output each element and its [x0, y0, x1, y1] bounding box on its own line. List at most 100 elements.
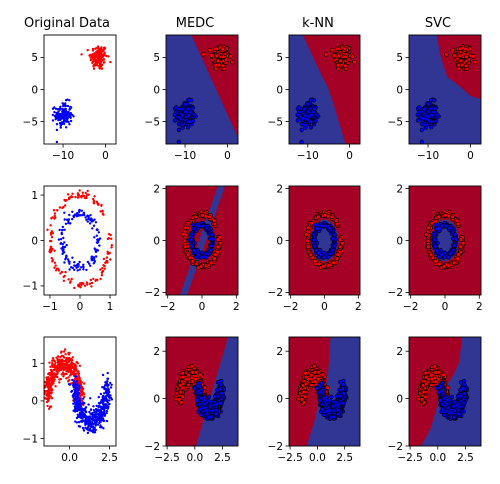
- blue-point: [419, 139, 425, 144]
- red-point: [50, 372, 53, 376]
- blue-point: [295, 112, 300, 118]
- y-tick-label: 0: [31, 396, 38, 408]
- red-point: [183, 225, 188, 231]
- red-point: [77, 372, 80, 375]
- red-point: [215, 244, 221, 250]
- blue-point: [428, 106, 433, 112]
- blue-point: [78, 401, 82, 404]
- blue-point: [90, 220, 94, 223]
- red-point: [44, 380, 46, 384]
- blue-point: [99, 392, 103, 396]
- blue-point: [89, 408, 93, 411]
- blue-point: [92, 428, 95, 432]
- blue-point: [76, 403, 79, 407]
- blue-point: [76, 395, 79, 398]
- blue-point: [55, 123, 59, 126]
- blue-point: [204, 408, 210, 413]
- blue-point: [63, 112, 67, 115]
- blue-point: [82, 397, 85, 400]
- red-point: [50, 257, 53, 260]
- red-point: [220, 63, 226, 69]
- blue-point: [59, 114, 62, 117]
- red-point: [105, 256, 109, 259]
- red-point: [428, 252, 434, 258]
- blue-point: [86, 431, 90, 435]
- blue-point: [428, 119, 434, 125]
- red-point: [69, 364, 73, 367]
- blue-point: [447, 225, 452, 231]
- blue-point: [178, 116, 183, 121]
- panels: −10 0−505−10 0−505−10 0−505−10 0−505−1 0 1−101…: [23, 34, 483, 464]
- blue-point: [67, 260, 70, 263]
- blue-point: [58, 228, 61, 232]
- red-point: [183, 244, 188, 249]
- blue-point: [105, 380, 108, 383]
- blue-point: [435, 226, 440, 231]
- red-point: [69, 368, 72, 372]
- blue-point: [76, 212, 79, 215]
- y-tick-label: 0: [153, 84, 160, 96]
- red-point: [62, 360, 65, 363]
- blue-point: [327, 251, 332, 257]
- axes-frame: [165, 336, 239, 447]
- red-point: [463, 63, 469, 69]
- y-tick-label: 5: [153, 52, 160, 64]
- red-point: [92, 277, 95, 281]
- blue-point: [313, 222, 318, 227]
- y-tick-label: −1: [23, 433, 38, 445]
- red-point: [49, 387, 52, 390]
- red-point: [53, 266, 56, 269]
- red-point: [62, 279, 66, 282]
- blue-point: [58, 107, 61, 111]
- blue-point: [99, 401, 102, 405]
- red-point: [299, 397, 305, 402]
- blue-point: [172, 112, 178, 118]
- blue-point: [84, 216, 87, 219]
- blue-point: [83, 213, 86, 217]
- blue-point: [201, 401, 207, 407]
- blue-point: [96, 228, 99, 232]
- red-point: [458, 58, 464, 64]
- y-tick-label: 0: [396, 235, 403, 247]
- red-point: [51, 357, 55, 360]
- blue-point: [99, 413, 102, 417]
- red-point: [107, 252, 110, 255]
- blue-point: [88, 420, 92, 423]
- red-point: [83, 382, 86, 385]
- blue-point: [75, 409, 78, 412]
- x-tick-label: −10: [297, 150, 319, 162]
- red-point: [101, 209, 104, 212]
- red-point: [186, 221, 192, 226]
- blue-point: [331, 243, 337, 249]
- blue-point: [95, 404, 98, 408]
- blue-point: [197, 223, 202, 229]
- red-point: [177, 397, 182, 402]
- red-point: [53, 212, 57, 215]
- blue-point: [92, 262, 96, 265]
- panel-blobs-medc: −10 0−505: [145, 34, 239, 162]
- blue-point: [450, 247, 456, 253]
- blue-point: [76, 269, 79, 272]
- blue-point: [103, 392, 106, 395]
- blue-point: [88, 262, 91, 265]
- blue-point: [417, 105, 422, 110]
- blue-point: [319, 252, 324, 258]
- blue-point: [79, 404, 82, 407]
- red-point: [215, 58, 221, 64]
- x-tick-label: 0: [224, 150, 231, 162]
- blue-point: [55, 140, 59, 144]
- blue-point: [96, 423, 100, 426]
- blue-point: [82, 419, 85, 422]
- red-point: [65, 360, 68, 363]
- red-point: [228, 54, 233, 59]
- red-point: [64, 353, 67, 356]
- x-tick-label: 2.5: [214, 452, 231, 464]
- blue-point: [61, 245, 65, 249]
- red-point: [80, 381, 84, 384]
- blue-point: [67, 383, 71, 386]
- blue-point: [60, 232, 63, 236]
- red-point: [88, 282, 92, 285]
- blue-point: [62, 122, 66, 126]
- blue-point: [78, 397, 81, 400]
- blue-point: [423, 122, 428, 128]
